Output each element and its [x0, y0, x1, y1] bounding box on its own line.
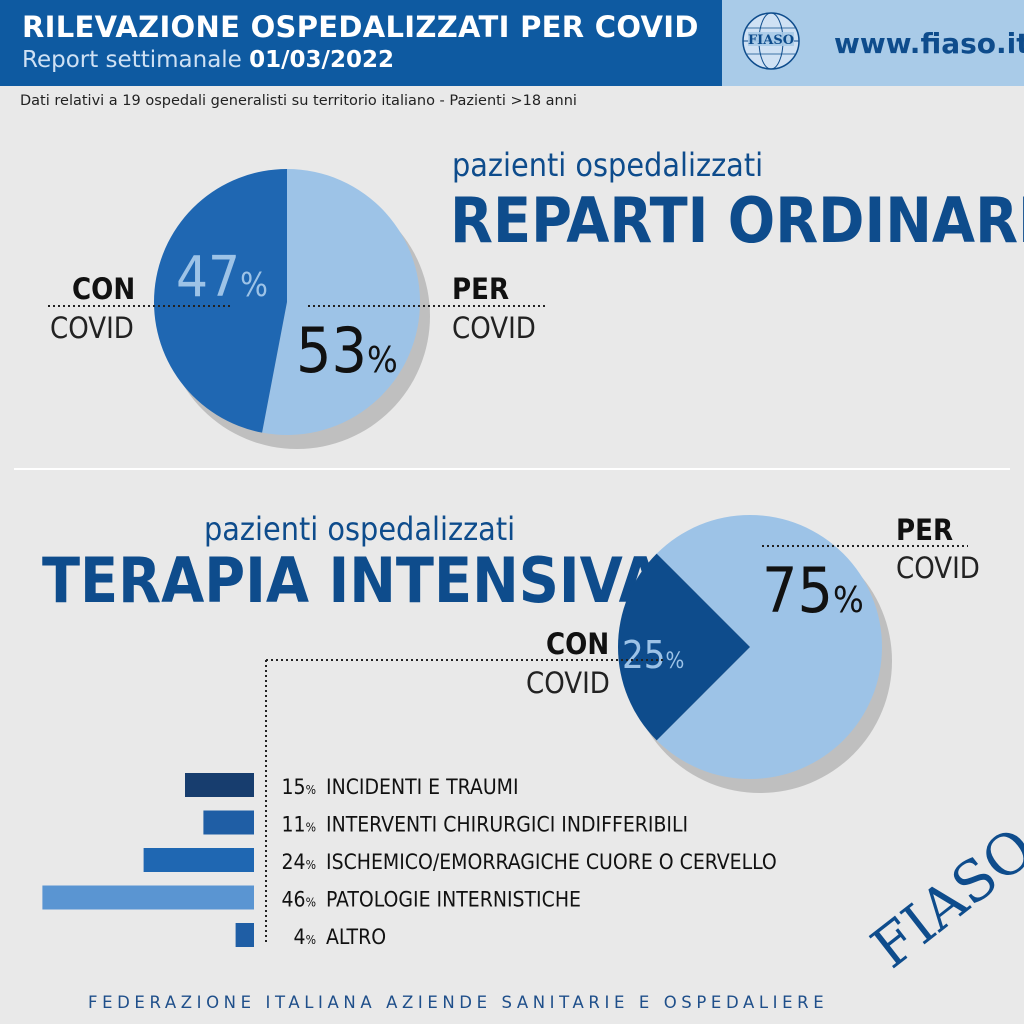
bar-label: ALTRO	[326, 925, 386, 949]
pie1-label-con-bold: CON	[72, 272, 135, 306]
pie2-slice-per-covid	[656, 515, 883, 780]
report-label: Report settimanale	[22, 47, 242, 73]
bar-value: 11%	[282, 813, 316, 837]
pie2-label-con-light: COVID	[526, 666, 610, 700]
footer-text: FEDERAZIONE ITALIANA AZIENDE SANITARIE E…	[88, 993, 829, 1012]
bar-label: INCIDENTI E TRAUMI	[326, 775, 519, 799]
pie1-value-con: 47%	[176, 245, 268, 310]
pie1-label-per-light: COVID	[452, 311, 536, 345]
pie2-value-con: 25%	[622, 633, 684, 677]
logo-box: FIASO www.fiaso.it	[722, 0, 1024, 86]
pie1-label-per-bold: PER	[452, 272, 509, 306]
pie1-label-con-light: COVID	[50, 311, 134, 345]
bar-value: 46%	[282, 888, 316, 912]
bar-label: INTERVENTI CHIRURGICI INDIFFERIBILI	[326, 813, 688, 837]
pie1-subtitle: pazienti ospedalizzati	[452, 146, 763, 184]
pie1-slice-con-covid	[153, 168, 287, 433]
website-link[interactable]: www.fiaso.it	[834, 27, 1024, 60]
bar-value: 4%	[294, 925, 316, 949]
report-line: Report settimanale 01/03/2022	[22, 47, 394, 73]
bar	[42, 885, 255, 910]
section-divider	[14, 468, 1010, 470]
pie1-slice-per-covid	[262, 169, 420, 435]
bar	[203, 810, 254, 835]
bar-label: PATOLOGIE INTERNISTICHE	[326, 888, 581, 912]
svg-text:FIASO: FIASO	[748, 33, 794, 48]
data-note: Dati relativi a 19 ospedali generalisti …	[20, 93, 577, 109]
pie2-label-con-bold: CON	[546, 627, 609, 661]
pie1-value-per: 53%	[296, 314, 398, 387]
bar	[185, 773, 254, 797]
pie2-subtitle: pazienti ospedalizzati	[204, 510, 515, 548]
bar-label: ISCHEMICO/EMORRAGICHE CUORE O CERVELLO	[326, 850, 777, 874]
page-title: RILEVAZIONE OSPEDALIZZATI PER COVID	[22, 10, 699, 44]
pie2-slice-con-covid	[618, 553, 750, 741]
bar	[143, 848, 254, 872]
pie1-title: REPARTI ORDINARI	[450, 184, 1024, 257]
bar-value: 24%	[282, 850, 316, 874]
pie2-label-per-light: COVID	[896, 551, 980, 585]
fiaso-globe-logo: FIASO	[742, 12, 800, 70]
pie2-label-per-bold: PER	[896, 513, 953, 547]
pie2-title: TERAPIA INTENSIVA	[42, 544, 662, 617]
bar-value: 15%	[282, 775, 316, 799]
bar	[235, 923, 254, 947]
header-banner: RILEVAZIONE OSPEDALIZZATI PER COVID Repo…	[0, 0, 722, 86]
pie2-value-per: 75%	[762, 554, 864, 627]
report-date: 01/03/2022	[249, 47, 394, 73]
